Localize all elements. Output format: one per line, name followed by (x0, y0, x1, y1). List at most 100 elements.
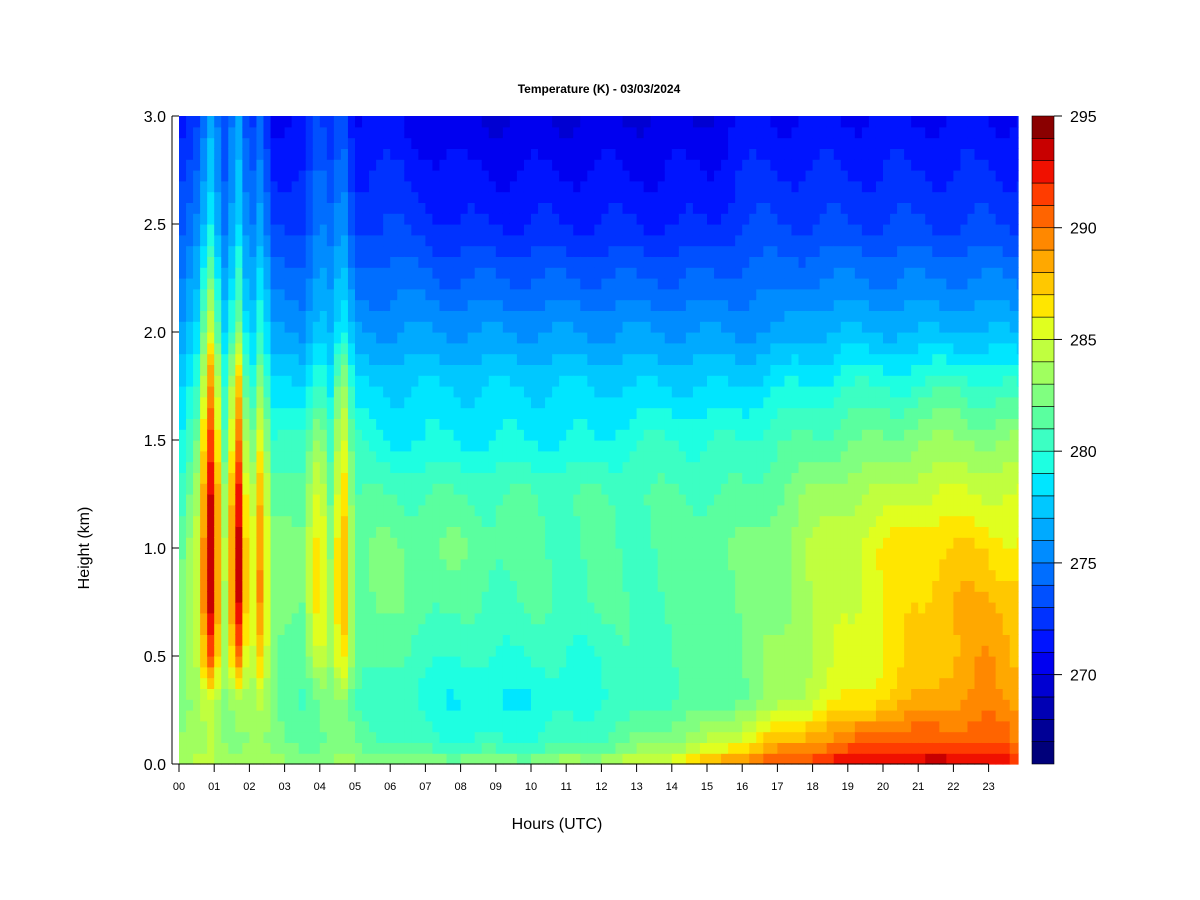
heatmap-cell (516, 224, 525, 236)
heatmap-cell (467, 310, 476, 322)
heatmap-cell (573, 137, 581, 149)
heatmap-cell (207, 418, 215, 430)
heatmap-cell (186, 407, 194, 419)
heatmap-cell (573, 720, 581, 733)
heatmap-cell (369, 623, 377, 635)
heatmap-cell (305, 180, 314, 193)
heatmap-cell (390, 224, 398, 236)
heatmap-cell (291, 137, 300, 149)
heatmap-cell (573, 342, 581, 355)
heatmap-cell (629, 288, 638, 301)
heatmap-cell (636, 245, 645, 257)
heatmap-cell (502, 278, 511, 290)
heatmap-cell (495, 332, 504, 344)
heatmap-cell (643, 720, 652, 733)
heatmap-cell (355, 116, 363, 128)
heatmap-cell (671, 429, 680, 441)
heatmap-cell (714, 342, 722, 355)
heatmap-cell (714, 202, 722, 214)
heatmap-cell (319, 342, 328, 355)
heatmap-cell (650, 278, 659, 290)
heatmap-cell (312, 202, 321, 214)
heatmap-cell (390, 504, 398, 517)
heatmap-cell (312, 245, 321, 257)
heatmap-cell (559, 731, 567, 743)
heatmap-cell (214, 213, 222, 225)
heatmap-cell (390, 310, 398, 322)
heatmap-cell (721, 515, 729, 527)
heatmap-cell (326, 116, 335, 128)
heatmap-cell (460, 591, 469, 603)
heatmap-cell (362, 623, 370, 635)
heatmap-cell (728, 666, 736, 679)
heatmap-cell (707, 753, 715, 765)
heatmap-cell (179, 299, 187, 311)
heatmap-cell (390, 612, 398, 625)
heatmap-cell (664, 353, 673, 365)
heatmap-cell (340, 256, 349, 268)
heatmap-cell (425, 407, 434, 419)
heatmap-cell (326, 688, 335, 700)
heatmap-cell (404, 234, 412, 247)
heatmap-cell (355, 353, 363, 365)
heatmap-cell (319, 267, 328, 279)
heatmap-cell (692, 256, 701, 268)
heatmap-cell (418, 191, 426, 203)
heatmap-cell (355, 332, 363, 344)
heatmap-cell (284, 537, 293, 549)
heatmap-cell (207, 407, 215, 419)
heatmap-cell (383, 558, 391, 571)
heatmap-cell (502, 753, 511, 765)
heatmap-cell (453, 634, 462, 646)
heatmap-cell (179, 429, 187, 441)
heatmap-cell (523, 440, 532, 452)
heatmap-cell (425, 699, 434, 711)
heatmap-cell (756, 537, 764, 549)
heatmap-cell (312, 591, 321, 603)
heatmap-cell (707, 213, 715, 225)
heatmap-cell (728, 472, 736, 484)
heatmap-cell (531, 677, 539, 689)
heatmap-cell (312, 612, 321, 625)
heatmap-cell (657, 353, 666, 365)
heatmap-cell (467, 504, 476, 517)
heatmap-cell (439, 396, 448, 409)
heatmap-cell (643, 526, 652, 538)
heatmap-cell (242, 310, 250, 322)
heatmap-cell (369, 472, 377, 484)
heatmap-cell (685, 288, 694, 301)
heatmap-cell (685, 386, 694, 398)
heatmap-cell (179, 321, 187, 333)
heatmap-cell (756, 666, 764, 679)
heatmap-cell (397, 170, 405, 182)
heatmap-cell (305, 429, 314, 441)
heatmap-cell (235, 731, 243, 743)
heatmap-cell (186, 202, 194, 214)
heatmap-cell (488, 126, 497, 139)
heatmap-cell (333, 353, 342, 365)
heatmap-cell (298, 494, 307, 506)
heatmap-cell (707, 450, 715, 463)
heatmap-cell (291, 213, 300, 225)
heatmap-cell (538, 645, 546, 657)
heatmap-cell (277, 526, 286, 538)
heatmap-cell (221, 440, 229, 452)
heatmap-cell (629, 645, 638, 657)
heatmap-cell (721, 234, 729, 247)
heatmap-cell (516, 548, 525, 560)
heatmap-cell (179, 310, 187, 322)
heatmap-cell (411, 526, 419, 538)
heatmap-cell (376, 180, 384, 193)
heatmap-cell (270, 342, 279, 355)
heatmap-cell (685, 364, 694, 376)
heatmap-cell (721, 472, 729, 484)
heatmap-cell (481, 364, 490, 376)
heatmap-cell (502, 342, 511, 355)
heatmap-cell (756, 224, 764, 236)
heatmap-cell (249, 720, 258, 733)
heatmap-cell (439, 656, 448, 668)
heatmap-cell (685, 407, 694, 419)
heatmap-cell (362, 170, 370, 182)
heatmap-cell (552, 645, 560, 657)
heatmap-cell (326, 396, 335, 409)
